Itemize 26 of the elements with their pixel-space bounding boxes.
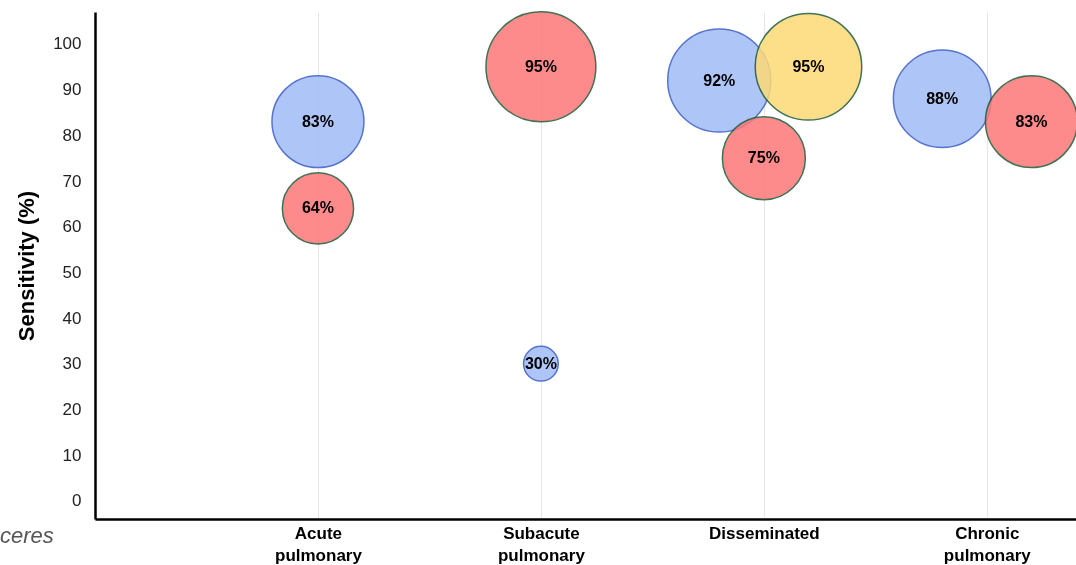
y-tick-label: 10 xyxy=(62,445,82,465)
data-label: 64% xyxy=(301,199,334,217)
text: ceres xyxy=(0,523,54,549)
y-tick-label: 60 xyxy=(62,217,82,237)
x-tick-label: Disseminated xyxy=(709,523,820,543)
y-tick-label: 50 xyxy=(62,262,82,282)
data-label: 83% xyxy=(301,112,334,130)
y-tick-label: 100 xyxy=(53,34,82,54)
y-tick-label: 30 xyxy=(62,354,82,374)
x-tick-label: Acute pulmonary xyxy=(275,523,363,565)
data-label: 83% xyxy=(1015,112,1048,130)
y-tick-label: 20 xyxy=(62,399,82,419)
y-tick-label: 90 xyxy=(62,80,82,100)
y-tick-label: 40 xyxy=(62,308,82,328)
data-label: 30% xyxy=(524,354,557,372)
y-tick-label: 0 xyxy=(72,491,82,511)
y-axis-title: Sensitivity (%) xyxy=(14,190,40,342)
y-tick-label: 70 xyxy=(62,171,82,191)
data-label: 75% xyxy=(747,149,780,167)
x-tick-label: Subacute pulmonary xyxy=(497,523,586,565)
data-label: 95% xyxy=(792,57,825,75)
x-tick-label: Chronic pulmonary xyxy=(943,523,1032,565)
data-label: 88% xyxy=(926,89,959,107)
data-label: 95% xyxy=(524,57,557,75)
data-label: 92% xyxy=(703,71,736,89)
y-tick-label: 80 xyxy=(62,125,82,145)
